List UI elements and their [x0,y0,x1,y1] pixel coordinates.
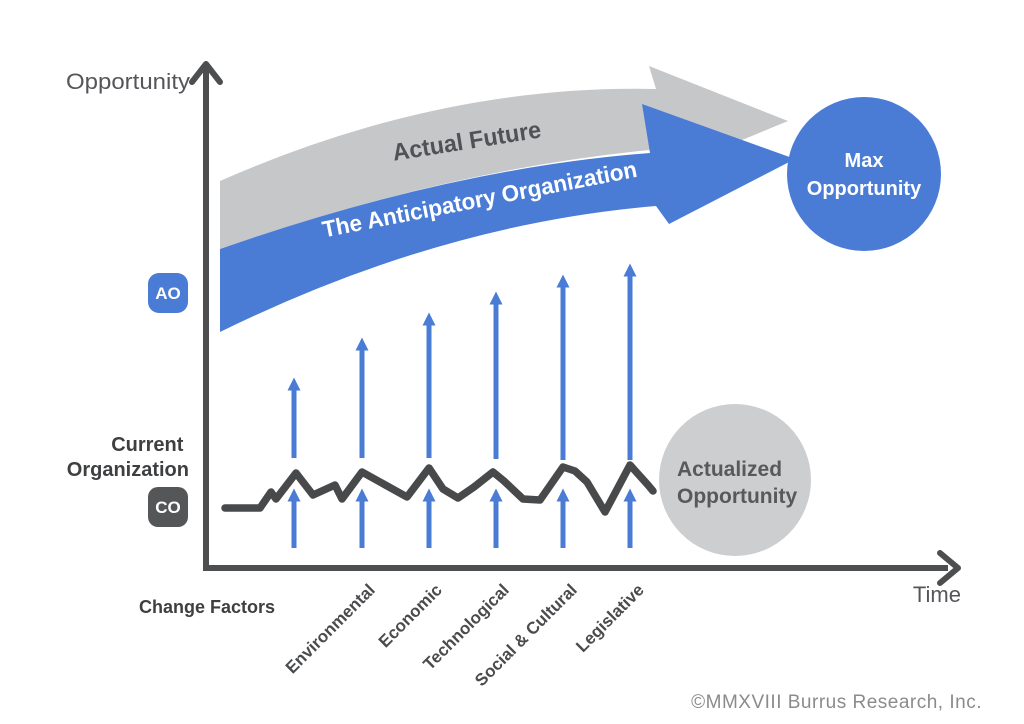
factor-label-economic: Economic [375,580,446,651]
x-axis-arrowhead-icon [937,550,961,586]
change-factor-labels: Environmental Economic Technological Soc… [282,580,648,690]
x-axis-label: Time [913,582,961,607]
change-factor-arrows [287,488,637,548]
current-organization-line [221,461,657,516]
co-badge-label: CO [155,498,181,517]
future-opportunity-arrows [287,263,637,460]
max-opportunity-circle [787,97,941,251]
actualized-opportunity-label-line1: Actualized [677,458,782,481]
current-organization-label-line1: Current [111,434,184,456]
y-axis-label: Opportunity [66,69,190,94]
current-organization-label: Current Organization [67,434,189,481]
max-opportunity-label-line2: Opportunity [807,178,922,200]
actualized-opportunity-label-line2: Opportunity [677,485,797,508]
actualized-opportunity-circle [659,404,811,556]
current-organization-label-line2: Organization [67,459,189,481]
change-factors-heading: Change Factors [139,597,275,617]
max-opportunity-label-line1: Max [845,150,884,172]
co-badge [148,487,188,527]
copyright-text: ©MMXVIII Burrus Research, Inc. [691,692,982,713]
ao-badge-label: AO [155,284,181,303]
ao-badge [148,273,188,313]
factor-label-environmental: Environmental [282,580,379,677]
y-axis-arrowhead-icon [189,61,223,85]
x-axis [203,550,961,586]
anticipatory-organization-band-arrow [220,104,795,332]
y-axis [189,61,223,570]
factor-label-legislative: Legislative [572,580,648,656]
